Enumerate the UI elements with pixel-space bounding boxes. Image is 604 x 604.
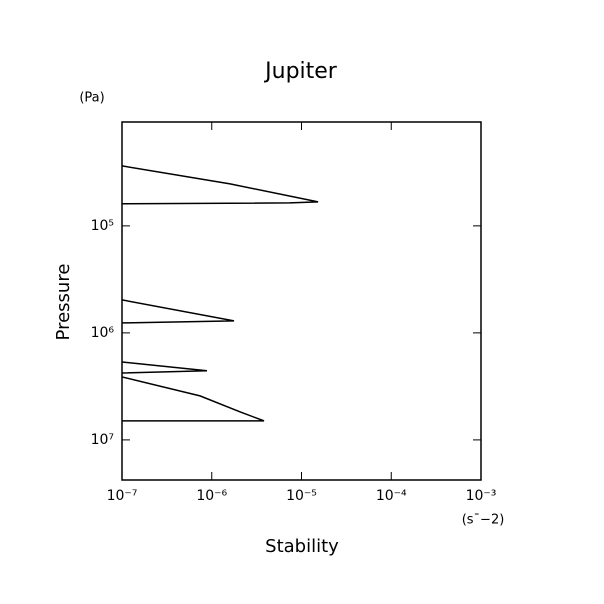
x-tick-label: 10⁻³: [466, 488, 497, 504]
y-unit: (Pa): [79, 91, 104, 106]
y-tick-label: 10⁶: [91, 325, 115, 341]
x-tick-label: 10⁻⁴: [376, 488, 407, 504]
y-tick-label: 10⁷: [91, 432, 114, 448]
data-line: [121, 165, 319, 422]
chart-title: Jupiter: [263, 59, 338, 84]
y-axis-label: Pressure: [53, 264, 74, 341]
x-tick-label: 10⁻⁷: [107, 488, 138, 504]
x-tick-label: 10⁻⁶: [196, 488, 227, 504]
x-tick-label: 10⁻⁵: [286, 488, 317, 504]
y-tick-label: 10⁵: [91, 218, 114, 234]
x-unit: (s¯−2): [462, 513, 505, 528]
x-axis-label: Stability: [265, 536, 339, 557]
